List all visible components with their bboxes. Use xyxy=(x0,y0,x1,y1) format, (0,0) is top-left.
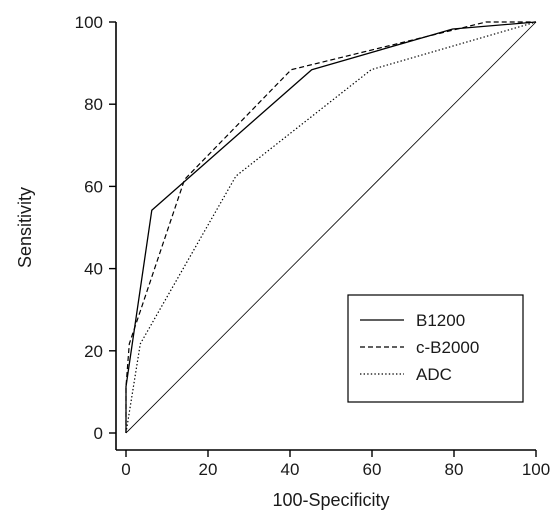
series-layer xyxy=(125,21,537,434)
x-tick-label: 80 xyxy=(445,460,464,479)
legend: B1200 c-B2000 ADC xyxy=(347,294,524,403)
x-axis-title: 100-Specificity xyxy=(272,490,389,510)
legend-box xyxy=(347,294,524,403)
y-tick-label: 40 xyxy=(84,260,103,279)
y-tick-label: 0 xyxy=(94,424,103,443)
y-tick-label: 20 xyxy=(84,342,103,361)
legend-label-c-b2000: c-B2000 xyxy=(416,338,479,357)
y-axis-title: Sensitivity xyxy=(15,187,35,268)
y-tick-label: 80 xyxy=(84,95,103,114)
reference-diagonal-line xyxy=(125,21,537,434)
x-tick-label: 0 xyxy=(121,460,130,479)
x-tick-label: 40 xyxy=(281,460,300,479)
series-line-b1200 xyxy=(125,21,537,433)
x-tick-label: 100 xyxy=(522,460,550,479)
legend-label-b1200: B1200 xyxy=(416,311,465,330)
ticks-layer: 0 20 40 60 80 100 0 20 40 60 80 100 xyxy=(75,13,551,479)
series-line-c-b2000 xyxy=(125,21,536,433)
x-tick-label: 60 xyxy=(363,460,382,479)
reference-diagonal-layer xyxy=(125,21,537,434)
y-tick-label: 100 xyxy=(75,13,103,32)
y-tick-label: 60 xyxy=(84,177,103,196)
legend-label-adc: ADC xyxy=(416,365,452,384)
x-tick-label: 20 xyxy=(199,460,218,479)
axes-layer xyxy=(115,22,536,451)
